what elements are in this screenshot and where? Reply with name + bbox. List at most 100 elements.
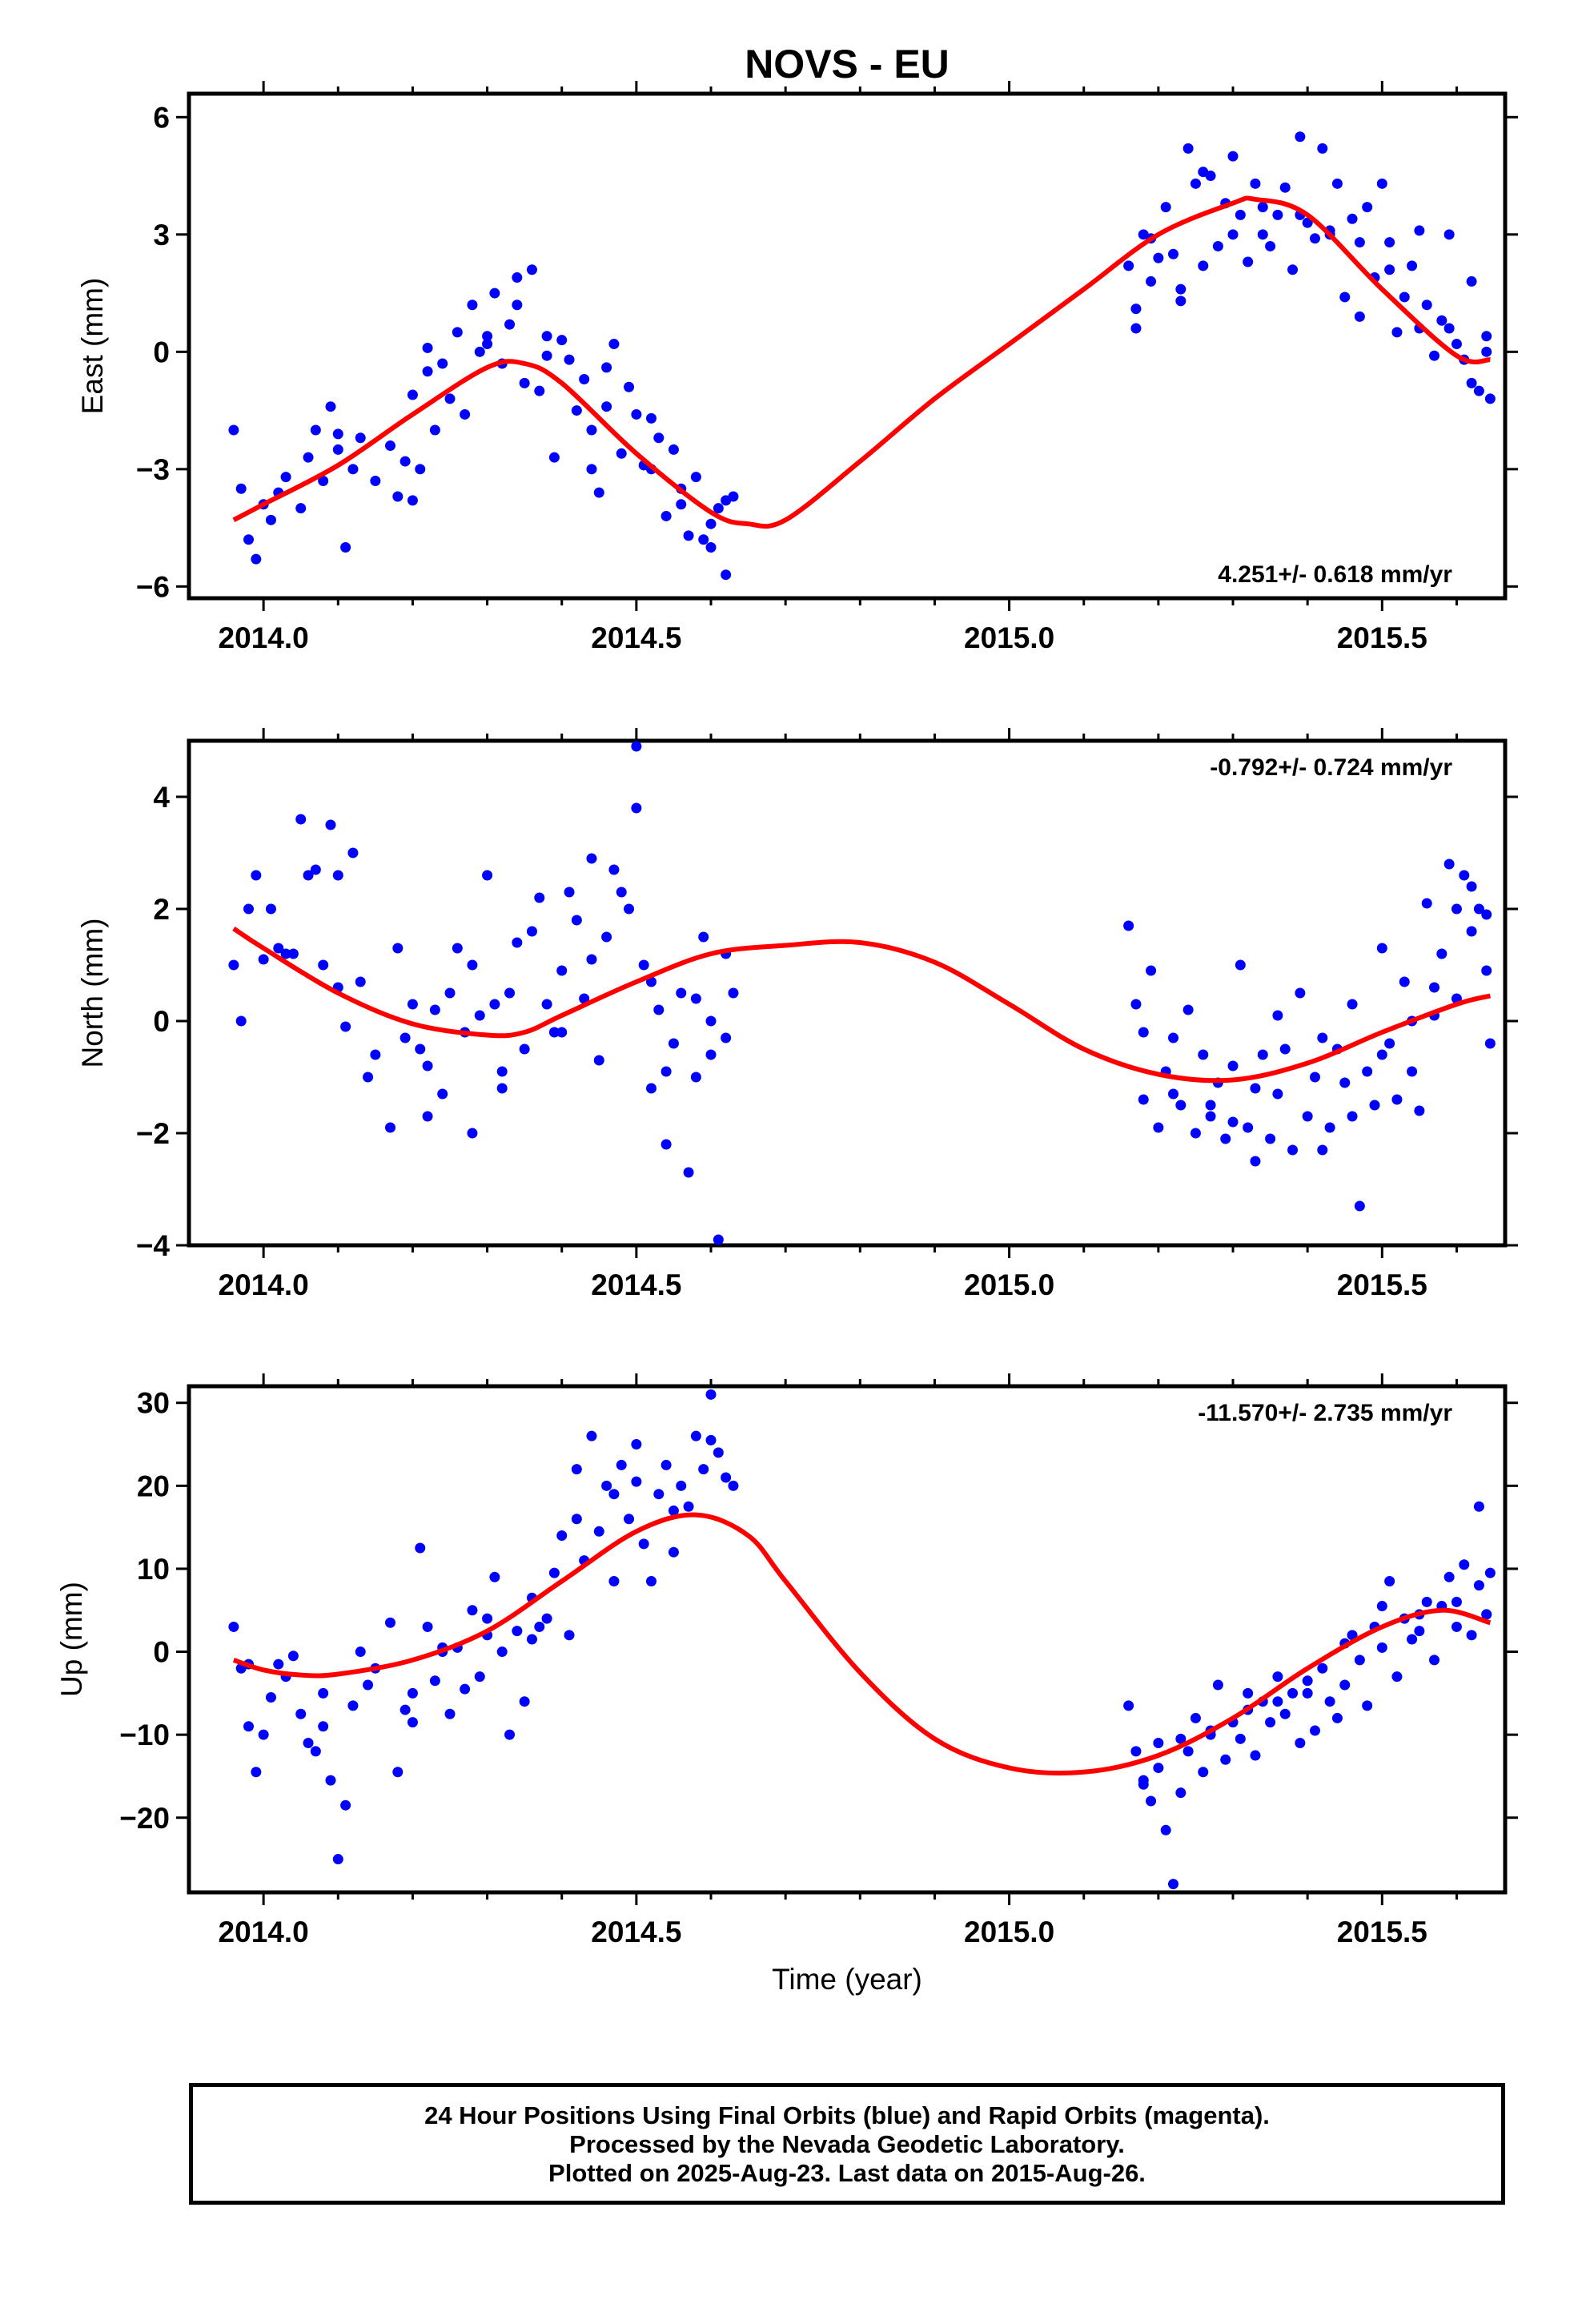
east-data-point	[698, 534, 709, 545]
north-data-point	[1235, 959, 1246, 971]
east-data-point	[1309, 233, 1320, 244]
up-data-point	[698, 1464, 709, 1475]
up-data-point	[571, 1514, 582, 1525]
east-data-point	[512, 300, 523, 311]
north-data-point	[593, 1055, 604, 1066]
up-data-point	[1362, 1700, 1373, 1711]
up-data-point	[1376, 1601, 1387, 1612]
north-data-point	[384, 1122, 396, 1133]
up-data-point	[1265, 1717, 1276, 1728]
north-data-point	[1466, 881, 1477, 892]
up-data-point	[489, 1571, 500, 1582]
north-data-point	[690, 1072, 701, 1083]
north-y-tick-label: −2	[136, 1117, 170, 1150]
north-data-point	[1257, 1049, 1268, 1060]
up-data-point	[1153, 1738, 1164, 1749]
north-data-point	[273, 943, 284, 954]
north-data-point	[467, 959, 478, 971]
north-data-point	[258, 954, 269, 965]
east-data-point	[325, 401, 336, 412]
north-data-point	[243, 903, 255, 915]
north-data-point	[235, 1015, 247, 1027]
east-data-point	[467, 300, 478, 311]
north-data-point	[400, 1032, 411, 1043]
east-data-point	[705, 542, 717, 553]
north-data-point	[512, 937, 523, 948]
north-data-point	[392, 943, 404, 954]
north-data-point	[690, 993, 701, 1004]
east-data-point	[1302, 217, 1313, 228]
east-data-point	[295, 503, 307, 514]
up-data-point	[1160, 1824, 1171, 1835]
up-data-point	[534, 1621, 545, 1632]
up-data-point	[721, 1472, 732, 1483]
up-y-tick-label: 10	[137, 1553, 170, 1586]
up-data-point	[548, 1567, 560, 1578]
north-data-point	[496, 1066, 508, 1077]
east-data-point	[1279, 182, 1291, 193]
north-data-point	[1243, 1122, 1254, 1133]
north-data-point	[1227, 1060, 1239, 1072]
up-data-point	[526, 1634, 537, 1645]
up-data-point	[1130, 1746, 1142, 1757]
east-data-point	[512, 272, 523, 283]
north-x-tick-label: 2015.0	[964, 1269, 1054, 1301]
east-data-point	[1429, 350, 1440, 361]
north-data-point	[340, 1021, 351, 1032]
up-data-point	[1279, 1708, 1291, 1719]
east-data-point	[1295, 131, 1306, 143]
up-fit-curve	[232, 1512, 1492, 1776]
east-data-point	[1443, 229, 1455, 240]
east-data-point	[355, 432, 366, 444]
north-data-point	[608, 864, 620, 875]
north-data-point	[1220, 1133, 1231, 1144]
north-data-point	[251, 870, 262, 881]
east-data-point	[318, 475, 329, 486]
up-data-point	[243, 1721, 255, 1732]
up-data-point	[1407, 1634, 1418, 1645]
up-data-point	[332, 1854, 343, 1865]
east-data-point	[1466, 377, 1477, 388]
up-data-point	[287, 1651, 299, 1662]
up-data-point	[683, 1501, 694, 1512]
chart-figure: NOVS - EU 2014.0 2014.5 2015.0 2015.5 −6 −3 0 3…	[55, 42, 1518, 1996]
up-data-point	[1339, 1679, 1351, 1691]
east-data-point	[534, 385, 545, 396]
up-data-point	[400, 1704, 411, 1715]
east-data-point	[624, 381, 635, 392]
up-data-point	[1175, 1733, 1186, 1744]
north-data-point	[422, 1111, 433, 1122]
up-data-point	[1190, 1712, 1201, 1723]
east-data-point	[1317, 143, 1328, 154]
east-data-point	[1362, 202, 1373, 213]
up-data-point	[690, 1430, 701, 1441]
north-data-point	[601, 931, 612, 943]
up-data-point	[258, 1729, 269, 1740]
north-data-point	[1295, 987, 1306, 999]
footer-line-3: Plotted on 2025-Aug-23. Last data on 201…	[548, 2159, 1146, 2187]
north-data-point	[1146, 965, 1157, 976]
north-data-point	[504, 987, 516, 999]
up-data-point	[265, 1692, 276, 1703]
east-data-point	[1451, 339, 1462, 350]
east-data-point	[303, 452, 314, 463]
east-data-point	[713, 503, 724, 514]
east-data-point	[228, 424, 239, 436]
up-data-point	[645, 1575, 656, 1586]
east-data-point	[310, 424, 321, 436]
east-data-point	[593, 487, 604, 498]
east-data-point	[1175, 283, 1186, 295]
up-data-point	[1235, 1733, 1246, 1744]
up-data-point	[668, 1505, 679, 1516]
up-data-point	[355, 1647, 366, 1658]
north-data-point	[1466, 926, 1477, 937]
north-data-point	[556, 1027, 568, 1038]
east-data-point	[616, 448, 627, 459]
north-data-point	[1168, 1032, 1179, 1043]
panel-east: 2014.0 2014.5 2015.0 2015.5 −6 −3 0 3 6 East (mm)…	[76, 81, 1518, 654]
north-data-point	[631, 802, 642, 814]
north-data-point	[653, 1004, 665, 1015]
up-data-point	[728, 1480, 739, 1491]
north-data-point	[1473, 903, 1484, 915]
east-data-point	[721, 569, 732, 581]
